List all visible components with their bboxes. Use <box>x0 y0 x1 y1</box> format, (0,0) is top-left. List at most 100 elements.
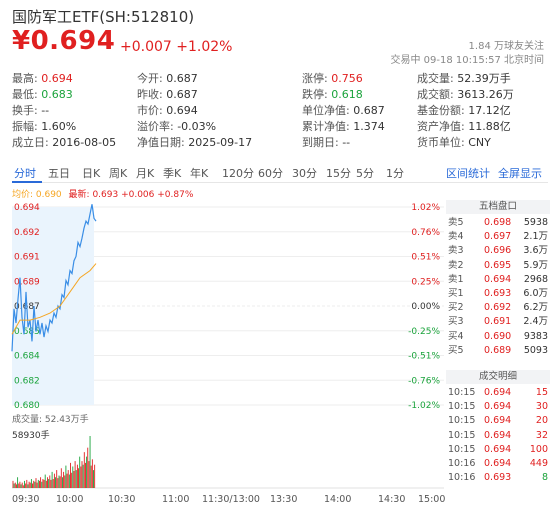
trade-time: 10:16 <box>448 472 476 484</box>
trade-time: 10:15 <box>448 387 476 398</box>
stat-item: 跌停: 0.618 <box>302 86 363 102</box>
order-volume: 3.6万 <box>523 245 548 257</box>
stat-item: 基金份额: 17.12亿 <box>417 102 511 118</box>
stat-value: 0.687 <box>162 88 198 101</box>
tab-period[interactable]: 120分 <box>222 167 254 180</box>
stat-item: 成交额: 3613.26万 <box>417 86 514 102</box>
intraday-chart[interactable]: 0.6940.6920.6910.6890.6870.6850.6840.682… <box>0 196 448 514</box>
stat-item: 涨停: 0.756 <box>302 70 363 86</box>
trade-volume: 20 <box>535 415 548 427</box>
stat-item: 货币单位: CNY <box>417 134 491 150</box>
pct-axis-label: -0.76% <box>408 376 440 386</box>
stat-value: 2025-09-17 <box>184 136 253 149</box>
stat-key: 资产净值: <box>417 120 465 133</box>
stat-value: 0.683 <box>37 88 73 101</box>
order-book-title: 五档盘口 <box>446 200 550 214</box>
trade-volume: 30 <box>535 401 548 413</box>
tab-period[interactable]: 5分 <box>356 167 374 180</box>
trade-volume: 449 <box>529 458 548 469</box>
order-volume: 9383 <box>523 330 548 342</box>
stat-value: 0.694 <box>37 72 73 85</box>
trade-row: 10:16 0.693 8 <box>446 471 550 485</box>
range-stats-button[interactable]: 区间统计 <box>446 167 490 180</box>
stat-item: 最高: 0.694 <box>12 70 73 86</box>
order-book-row: 买5 0.689 5093 <box>446 344 550 358</box>
stat-key: 成交额: <box>417 88 454 101</box>
stat-item: 成立日: 2016-08-05 <box>12 134 116 150</box>
stat-value: -- <box>37 104 50 117</box>
stat-item: 振幅: 1.60% <box>12 118 76 134</box>
order-book-row: 卖2 0.695 5.9万 <box>446 259 550 273</box>
trade-price: 0.694 <box>484 429 512 441</box>
order-label: 买1 <box>448 288 464 299</box>
trade-price: 0.693 <box>484 472 512 484</box>
order-label: 买3 <box>448 316 464 328</box>
follower-count: 1.84 万球友关注 <box>468 41 544 52</box>
trade-price: 0.694 <box>484 443 512 455</box>
tab-period[interactable]: 60分 <box>258 167 283 180</box>
tab-period[interactable]: 1分 <box>386 167 404 180</box>
order-volume: 5938 <box>523 217 548 228</box>
order-volume: 6.2万 <box>523 302 548 314</box>
trade-volume: 100 <box>529 443 548 455</box>
stat-item: 最低: 0.683 <box>12 86 73 102</box>
stat-key: 昨收: <box>137 88 163 101</box>
pct-axis-label: 0.51% <box>411 253 440 263</box>
price-axis-label: 0.680 <box>14 401 40 411</box>
order-price: 0.695 <box>484 259 512 271</box>
trade-time: 10:15 <box>448 415 476 427</box>
order-volume: 5.9万 <box>523 259 548 271</box>
trade-price: 0.694 <box>484 458 512 469</box>
order-book-row: 买1 0.693 6.0万 <box>446 287 550 301</box>
tab-period[interactable]: 五日 <box>48 167 70 180</box>
stat-value: 0.694 <box>162 104 198 117</box>
time-axis-label: 14:00 <box>324 494 352 505</box>
stat-value: 11.88亿 <box>464 120 511 133</box>
stat-value: 2016-08-05 <box>48 136 117 149</box>
stat-value: 0.687 <box>162 72 198 85</box>
tab-period[interactable]: 日K <box>82 167 101 180</box>
order-price: 0.690 <box>484 330 512 342</box>
tab-period[interactable]: 30分 <box>292 167 317 180</box>
price-axis-label: 0.682 <box>14 376 40 386</box>
active-tab-indicator <box>12 181 42 183</box>
volume-label: 成交量: 52.43万手 <box>12 415 89 425</box>
trade-row: 10:15 0.694 20 <box>446 414 550 428</box>
order-book-row: 买4 0.690 9383 <box>446 330 550 344</box>
trade-details-title: 成交明细 <box>446 370 550 384</box>
trade-volume: 15 <box>535 387 548 398</box>
time-axis-label: 09:30 <box>12 494 40 505</box>
price-line <box>11 204 97 352</box>
stat-value: 0.687 <box>349 104 385 117</box>
pct-axis-label: -0.25% <box>408 327 440 337</box>
order-price: 0.689 <box>484 344 512 356</box>
order-price: 0.698 <box>484 217 512 228</box>
avg-price-line <box>11 263 97 335</box>
trade-row: 10:16 0.694 449 <box>446 457 550 471</box>
tab-period[interactable]: 季K <box>163 167 182 180</box>
stat-key: 净值日期: <box>137 136 185 149</box>
fullscreen-button[interactable]: 全屏显示 <box>498 167 542 180</box>
stat-key: 振幅: <box>12 120 38 133</box>
trade-row: 10:15 0.694 30 <box>446 400 550 414</box>
trade-row: 10:15 0.694 15 <box>446 386 550 400</box>
tab-period[interactable]: 月K <box>136 167 155 180</box>
tab-period[interactable]: 15分 <box>326 167 351 180</box>
tab-period[interactable]: 分时 <box>14 167 36 180</box>
trade-row: 10:15 0.694 100 <box>446 443 550 457</box>
tab-period[interactable]: 年K <box>190 167 209 180</box>
trade-time: 10:15 <box>448 401 476 413</box>
stat-value: 0.756 <box>327 72 363 85</box>
stat-key: 累计净值: <box>302 120 350 133</box>
stat-key: 涨停: <box>302 72 328 85</box>
order-book-row: 卖3 0.696 3.6万 <box>446 244 550 258</box>
stat-item: 市价: 0.694 <box>137 102 198 118</box>
tab-period[interactable]: 周K <box>109 167 128 180</box>
pct-axis-label: 0.76% <box>411 228 440 238</box>
stat-key: 成立日: <box>12 136 49 149</box>
price-axis-label: 0.694 <box>14 203 40 213</box>
stat-value: 0.618 <box>327 88 363 101</box>
stat-item: 累计净值: 1.374 <box>302 118 385 134</box>
order-book-panel: 五档盘口 卖5 0.698 5938 卖4 0.697 2.1万 卖3 0.696 3.6万 卖2 0… <box>446 200 552 500</box>
stat-value: 1.374 <box>349 120 385 133</box>
